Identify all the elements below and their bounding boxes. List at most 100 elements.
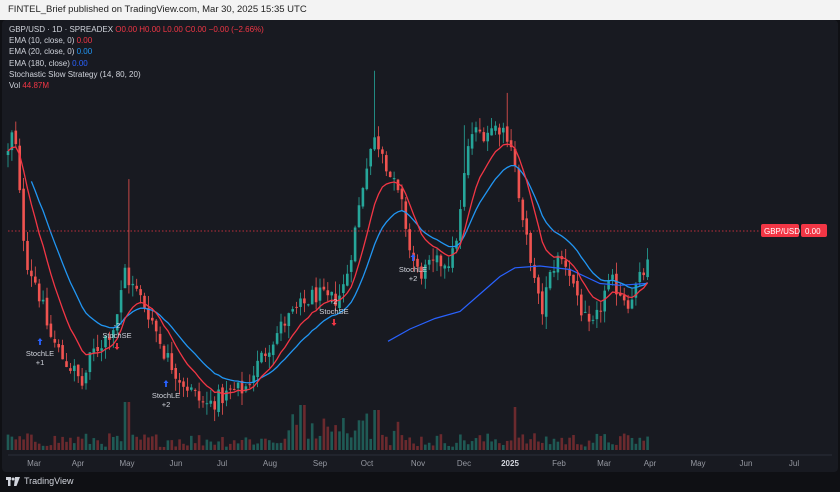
candle-body bbox=[572, 274, 575, 284]
candle bbox=[486, 125, 489, 152]
volume-bar bbox=[310, 423, 314, 450]
vol-value: 44.87M bbox=[22, 81, 50, 91]
candle bbox=[205, 391, 209, 415]
candles bbox=[6, 70, 649, 422]
candle bbox=[420, 262, 423, 285]
candle-body bbox=[53, 339, 57, 343]
volume-bar bbox=[486, 433, 489, 450]
volume-bar bbox=[127, 402, 131, 450]
candle bbox=[268, 344, 271, 368]
volume-bar bbox=[583, 446, 587, 450]
volume-bar bbox=[73, 443, 76, 450]
candle-body bbox=[232, 388, 236, 390]
volume-bar bbox=[408, 437, 411, 450]
candle-body bbox=[517, 168, 521, 199]
candle-body bbox=[291, 309, 294, 312]
candle-body bbox=[420, 266, 423, 279]
candle-body bbox=[84, 372, 88, 384]
volume-bar bbox=[193, 443, 197, 450]
x-axis: Mar Apr May Jun Jul Aug Sep Oct Nov Dec 2025 Feb Mar… bbox=[8, 454, 832, 468]
candle bbox=[482, 127, 486, 143]
volume-bar bbox=[170, 440, 174, 450]
candle bbox=[65, 353, 68, 368]
candle-body bbox=[634, 283, 638, 298]
candle bbox=[505, 92, 509, 148]
candle-body bbox=[505, 126, 509, 142]
candle bbox=[564, 248, 567, 276]
candle-body bbox=[564, 260, 567, 267]
legend-ema10-row[interactable]: EMA (10, close, 0) 0.00 bbox=[9, 35, 264, 46]
candle-body bbox=[435, 255, 439, 263]
candle-body bbox=[400, 188, 404, 200]
candle-body bbox=[455, 240, 458, 249]
candle bbox=[182, 377, 185, 397]
candle bbox=[638, 262, 642, 287]
candle bbox=[416, 254, 419, 273]
candle bbox=[22, 177, 25, 252]
candle bbox=[178, 372, 181, 395]
candle-body bbox=[502, 127, 505, 133]
strategy-annotations: StochLE+1StochSE-2StochLE+2StochSE-2Stoc… bbox=[26, 254, 427, 409]
volume-bar bbox=[541, 442, 544, 450]
volume-bar bbox=[591, 442, 595, 450]
volume-bar bbox=[10, 436, 14, 450]
candle-body bbox=[6, 151, 10, 156]
volume-bar bbox=[334, 425, 337, 450]
candle-body bbox=[357, 205, 361, 228]
candle bbox=[381, 146, 384, 164]
candle-body bbox=[408, 229, 411, 251]
candle-body bbox=[548, 271, 552, 289]
legend-vol-row[interactable]: Vol 44.87M bbox=[9, 80, 264, 91]
candle bbox=[45, 287, 49, 330]
candle bbox=[80, 367, 84, 390]
volume-bar bbox=[76, 436, 80, 450]
volume-bar bbox=[295, 424, 298, 450]
candle-body bbox=[186, 386, 189, 391]
volume-bar bbox=[357, 420, 361, 450]
arrow-up-icon bbox=[37, 338, 43, 345]
candle-body bbox=[369, 148, 372, 167]
volume-bar bbox=[92, 438, 96, 450]
candle bbox=[143, 292, 146, 313]
candle-body bbox=[385, 155, 388, 172]
candle-body bbox=[486, 132, 489, 142]
x-tick-label: Oct bbox=[361, 459, 374, 468]
volume-bar bbox=[22, 439, 25, 450]
candle-body bbox=[303, 298, 306, 304]
candle bbox=[299, 292, 302, 316]
legend-ema180-row[interactable]: EMA (180, close) 0.00 bbox=[9, 58, 264, 69]
volume-bar bbox=[318, 435, 322, 450]
volume-bar bbox=[166, 440, 170, 450]
legend-symbol-row[interactable]: GBP/USD · 1D · SPREADEX O0.00 H0.00 L0.0… bbox=[9, 24, 264, 35]
candle bbox=[154, 319, 158, 343]
legend-strategy-row[interactable]: Stochastic Slow Strategy (14, 80, 20) bbox=[9, 69, 264, 80]
candle bbox=[53, 330, 57, 348]
tradingview-logo[interactable]: TradingView bbox=[6, 476, 74, 486]
volume-bar bbox=[154, 434, 158, 450]
volume-bar bbox=[260, 438, 263, 450]
chart-panel[interactable] bbox=[2, 20, 838, 472]
symbol-label: GBP/USD · 1D · SPREADEX bbox=[9, 25, 114, 34]
candle bbox=[193, 388, 197, 397]
volume-bar bbox=[439, 434, 443, 450]
volume-bar bbox=[162, 446, 166, 450]
candle bbox=[533, 257, 536, 284]
volume-bar bbox=[314, 438, 318, 450]
ema180-value: 0.00 bbox=[72, 58, 88, 68]
candle-body bbox=[474, 127, 478, 133]
candle bbox=[404, 197, 408, 237]
legend-ema20-row[interactable]: EMA (20, close, 0) 0.00 bbox=[9, 46, 264, 57]
candle bbox=[240, 371, 244, 406]
annotation-long: StochLE+2 bbox=[399, 254, 427, 283]
annotation-long: StochLE+2 bbox=[152, 380, 180, 409]
candle-body bbox=[314, 287, 318, 303]
candle bbox=[236, 382, 240, 397]
candle bbox=[96, 334, 99, 358]
candle-body bbox=[381, 149, 384, 154]
candle-body bbox=[459, 209, 462, 241]
candle bbox=[572, 274, 575, 288]
volume-bar bbox=[478, 435, 482, 450]
volume-bar bbox=[100, 443, 103, 450]
volume-bar bbox=[112, 436, 115, 450]
